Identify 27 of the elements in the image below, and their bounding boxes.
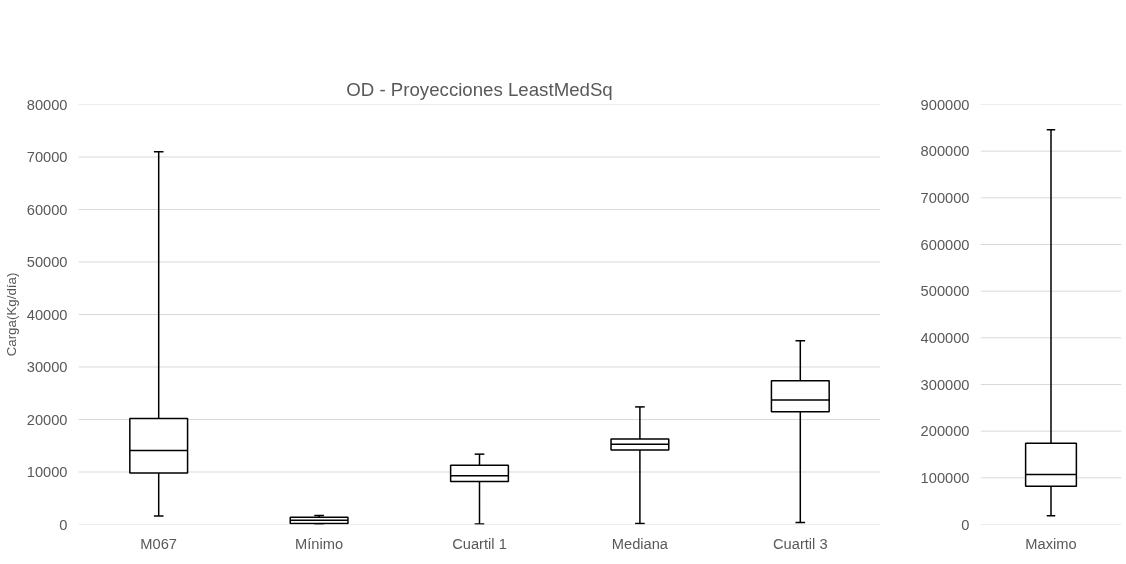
y-tick-label: 10000 xyxy=(26,464,68,480)
y-tick-label: 100000 xyxy=(920,469,970,486)
y-tick-label: 0 xyxy=(961,516,970,533)
y-tick-label: 900000 xyxy=(920,96,970,113)
y-tick-label: 50000 xyxy=(26,254,68,270)
x-tick-label: Cuartil 1 xyxy=(452,535,507,552)
x-tick-label: Cuartil 3 xyxy=(773,535,828,552)
y-tick-label: 70000 xyxy=(26,149,68,165)
x-tick-label: Maximo xyxy=(1025,535,1077,552)
y-tick-label: 300000 xyxy=(920,376,970,393)
x-tick-label: M067 xyxy=(140,535,178,552)
y-tick-label: 30000 xyxy=(26,359,68,375)
y-tick-label: 40000 xyxy=(26,306,68,323)
y-tick-label: 700000 xyxy=(920,189,970,206)
x-tick-label: Mínimo xyxy=(295,535,344,552)
y-tick-label: 400000 xyxy=(920,329,970,346)
y-tick-label: 20000 xyxy=(26,411,68,428)
y-tick-label: 800000 xyxy=(920,143,970,160)
y-tick-label: 200000 xyxy=(920,423,970,440)
y-axis-title: Carga(Kg/día) xyxy=(3,272,19,357)
y-tick-label: 600000 xyxy=(920,236,970,253)
y-tick-label: 80000 xyxy=(26,96,68,113)
y-tick-label: 500000 xyxy=(920,283,970,300)
y-tick-label: 0 xyxy=(59,516,68,533)
x-tick-label: Mediana xyxy=(611,535,669,552)
chart-title: OD - Proyecciones LeastMedSq xyxy=(346,78,613,100)
y-tick-label: 60000 xyxy=(26,201,68,218)
